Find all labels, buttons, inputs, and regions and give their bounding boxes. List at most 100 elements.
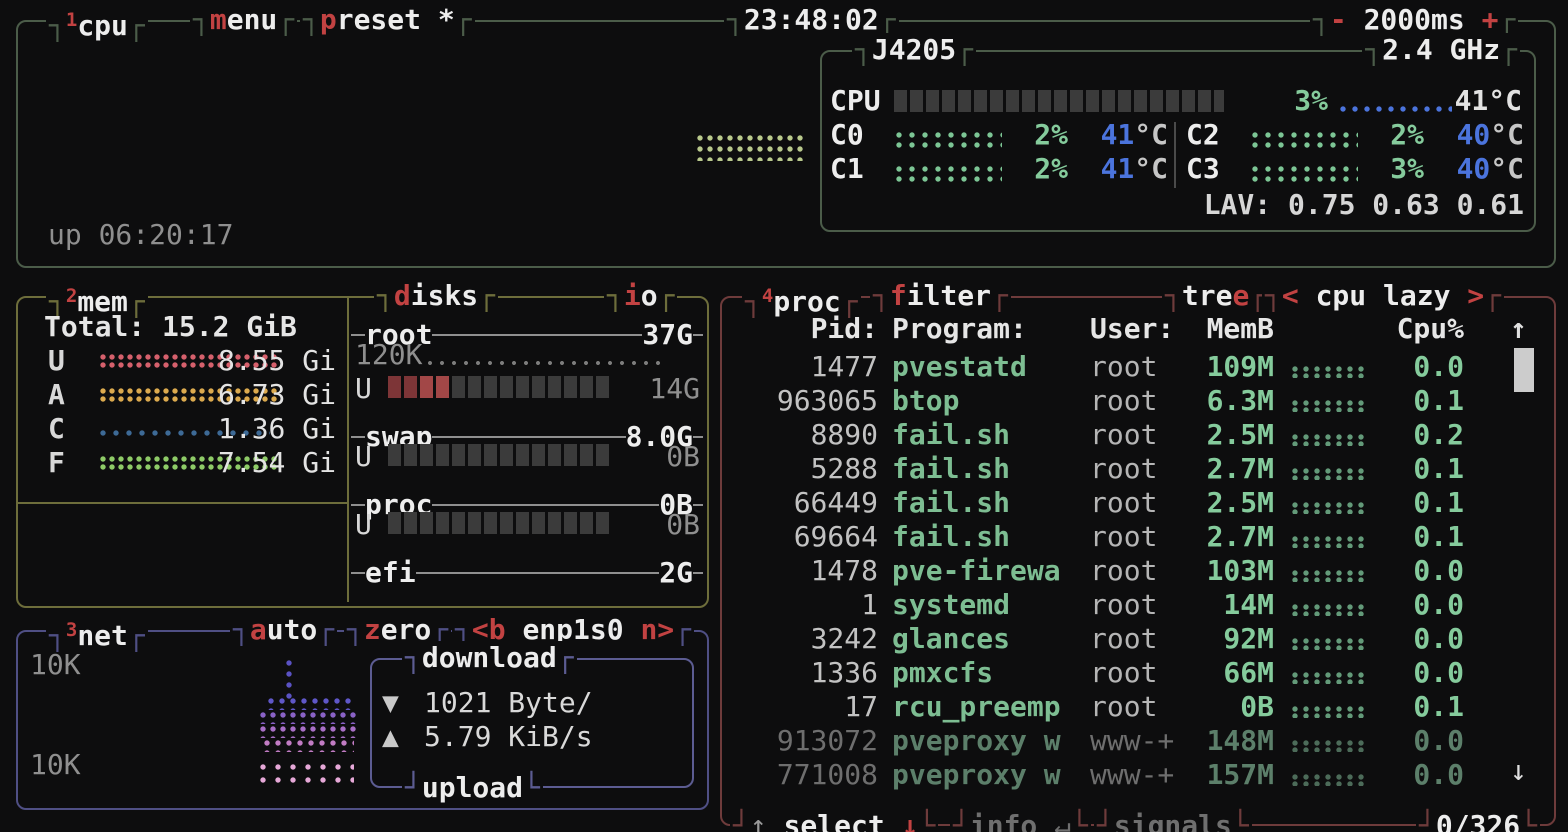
mem-used-value: 8.55 Gi [217,344,336,377]
selection-count: 0/326 [1415,809,1540,832]
mem-free-graph [100,456,280,472]
column-mem[interactable]: MemB [1206,312,1274,345]
process-row[interactable]: 69664 fail.sh root 2.7M 0.1 [793,520,1464,553]
scroll-down-icon[interactable]: ↓ [1510,754,1527,787]
scroll-up-icon[interactable]: ↑ [1510,312,1527,345]
download-speed: 1021 Byte/ [424,686,593,719]
process-row[interactable]: 66449 fail.sh root 2.5M 0.1 [793,486,1464,519]
proc-cpu-graph [1292,706,1368,718]
proc-box: 4proc filter tree < cpu lazy > Pid: Prog… [720,279,1556,832]
process-row[interactable]: 963065 btop root 6.3M 0.1 [776,384,1464,417]
upload-speed: 5.79 KiB/s [424,720,593,753]
process-row[interactable]: 5288 fail.sh root 2.7M 0.1 [810,452,1464,485]
select-up-icon[interactable]: ↑ [749,809,767,832]
proc-cpu-graph [1292,740,1368,752]
select-down-icon[interactable]: ↓ [901,809,919,832]
proc-cpu-graph [1292,638,1368,650]
sort-next-button[interactable]: > [1467,279,1485,312]
cpu-total-label: CPU [830,84,881,117]
download-label: download [402,641,577,675]
column-cpu[interactable]: Cpu% [1396,312,1464,345]
disk-root-meter [388,376,610,398]
sort-prev-button[interactable]: < [1281,279,1299,312]
disk-root-free: 120K [355,338,423,371]
process-row[interactable]: 913072 pveproxy w www-+ 148M 0.0 [776,724,1464,757]
cpu-total-temp: 41°C [1454,84,1522,117]
proc-cpu-graph [1292,468,1368,480]
column-program[interactable]: Program: [892,312,1027,345]
tab-net[interactable]: 3net [46,613,148,653]
mem-free-label: F [48,446,65,479]
download-arrow-icon: ▼ [382,686,399,719]
process-row[interactable]: 3242 glances root 92M 0.0 [810,622,1464,655]
proc-cpu-graph [1292,570,1368,582]
select-control[interactable]: ↑ select ↓ [730,809,939,832]
io-toggle[interactable]: io [604,279,678,313]
process-row[interactable]: 1478 pve-firewa root 103M 0.0 [810,554,1464,587]
tab-proc[interactable]: 4proc [742,279,861,319]
menu-button[interactable]: menu [190,3,298,37]
cpu-box: 1cpu menu preset * 23:48:02 - 2000ms + u… [16,3,1556,268]
proc-cpu-graph [1292,400,1368,412]
cpu-frequency: 2.4 GHz [1362,33,1520,67]
tab-cpu[interactable]: 1cpu [46,3,148,43]
net-scale-bottom: 10K [30,748,81,781]
process-row[interactable]: 1336 pmxcfs root 66M 0.0 [810,656,1464,689]
proc-header-row: Pid: Program: User: MemB Cpu% ↑ [722,312,1554,346]
column-user[interactable]: User: [1090,312,1175,345]
mem-cached-value: 1.36 Gi [217,412,336,445]
core-graph [896,166,1002,182]
column-pid[interactable]: Pid: [810,312,878,345]
core-graph [896,132,1002,148]
proc-hotkey: 4 [761,285,774,307]
process-row[interactable]: 1477 pvestatd root 109M 0.0 [810,350,1464,383]
info-button[interactable]: info ↵ [950,809,1091,832]
disk-proc-header: proc 0B [351,488,703,522]
proc-cpu-graph [1292,366,1368,378]
disk-swap-meter [388,444,610,466]
disk-root-used-label: U [355,372,372,405]
cpu-total-percent: 3% [1294,84,1328,117]
disk-proc-used: 0B [666,508,700,541]
disk-swap-used: 0B [666,440,700,473]
scrollbar-thumb[interactable] [1514,348,1534,392]
sort-selector[interactable]: < cpu lazy > [1262,279,1505,313]
core-row-c2: C2 2% 40°C [1186,118,1524,151]
proc-cpu-graph [1292,502,1368,514]
tree-toggle[interactable]: tree [1162,279,1270,313]
mem-total: Total: 15.2 GiB [44,310,297,343]
net-scale-top: 10K [30,648,81,681]
preset-button[interactable]: preset * [300,3,475,37]
mem-available-value: 6.73 Gi [217,378,336,411]
uptime: up 06:20:17 [48,218,234,251]
disk-efi-header: efi 2G [351,556,703,590]
disk-swap-used-label: U [355,440,372,473]
core-column-divider [1174,122,1176,188]
net-auto-toggle[interactable]: auto [230,613,338,647]
cpu-hotkey: 1 [65,9,78,31]
mem-disks-divider [347,298,349,602]
process-row[interactable]: 1 systemd root 14M 0.0 [861,588,1464,621]
interval-increase-button[interactable]: + [1481,3,1499,36]
interval-decrease-button[interactable]: - [1329,3,1347,36]
filter-button[interactable]: filter [870,279,1011,313]
disk-root-used: 14G [649,372,700,405]
mem-used-label: U [48,344,65,377]
process-row[interactable]: 17 rcu_preemp root 0B 0.1 [844,690,1464,723]
tab-mem[interactable]: 2mem [46,279,148,319]
load-average: LAV: 0.75 0.63 0.61 [1203,188,1524,221]
clock: 23:48:02 [724,3,899,37]
mem-available-graph [100,388,280,404]
next-interface-button[interactable]: n> [640,613,675,646]
mem-section-divider [18,502,347,504]
disk-proc-meter [388,512,610,534]
cpu-graph [697,135,807,161]
process-row[interactable]: 8890 fail.sh root 2.5M 0.2 [810,418,1464,451]
disks-toggle[interactable]: disks [374,279,499,313]
proc-cpu-graph [1292,434,1368,446]
process-row[interactable]: 771008 pveproxy w www-+ 157M 0.0 [776,758,1464,791]
core-row-c0: C0 2% 41°C [830,118,1168,151]
signals-button[interactable]: signals [1094,809,1252,832]
core-graph [1252,132,1358,148]
